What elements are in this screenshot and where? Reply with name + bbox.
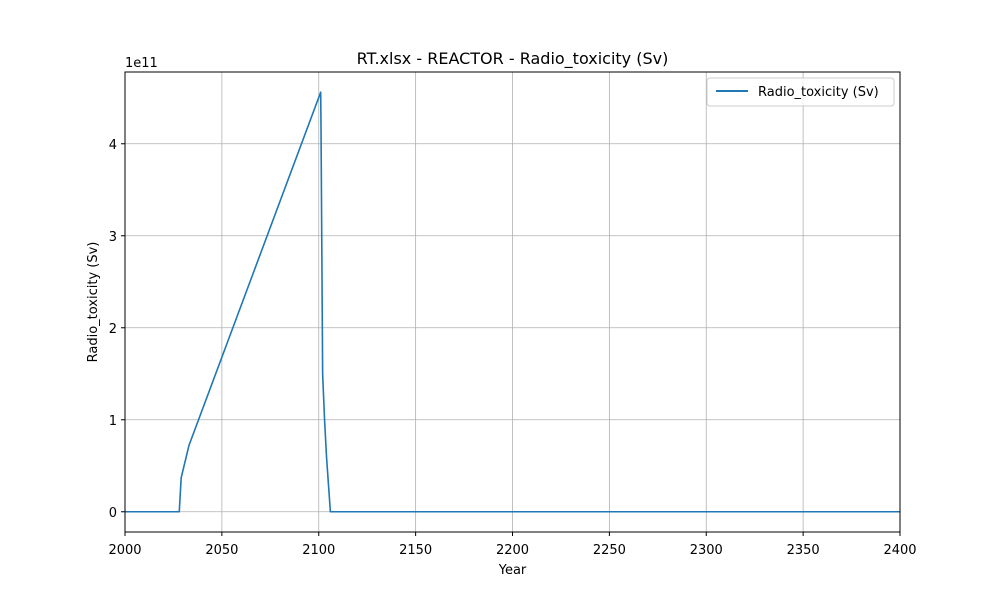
chart-title: RT.xlsx - REACTOR - Radio_toxicity (Sv) — [357, 49, 669, 69]
y-tick-label: 0 — [109, 506, 117, 521]
axis-ticks: 2000 2050 2100 2150 2200 2250 2300 2350 2400 0 1 2 3… — [108, 138, 916, 558]
y-tick-label: 3 — [109, 230, 117, 245]
x-tick-label: 2300 — [690, 543, 723, 558]
legend-entry-radio-toxicity: Radio_toxicity (Sv) — [758, 85, 879, 100]
x-tick-label: 2100 — [302, 543, 335, 558]
x-tick-label: 2150 — [399, 543, 432, 558]
series-layer — [125, 91, 900, 513]
legend-box — [706, 77, 895, 107]
series-line-radio-toxicity — [125, 91, 900, 513]
x-tick-label: 2250 — [593, 543, 626, 558]
x-axis-label: Year — [498, 563, 527, 578]
x-tick-label: 2000 — [108, 543, 141, 558]
y-offset-text: 1e11 — [125, 56, 158, 71]
y-tick-label: 1 — [109, 414, 117, 429]
x-tick-label: 2400 — [883, 543, 916, 558]
x-tick-label: 2350 — [787, 543, 820, 558]
y-axis-label: Radio_toxicity (Sv) — [86, 242, 101, 363]
x-tick-label: 2050 — [205, 543, 238, 558]
legend: Radio_toxicity (Sv) — [706, 77, 895, 107]
x-tick-label: 2200 — [496, 543, 529, 558]
y-tick-label: 2 — [109, 322, 117, 337]
y-tick-label: 4 — [109, 138, 117, 153]
